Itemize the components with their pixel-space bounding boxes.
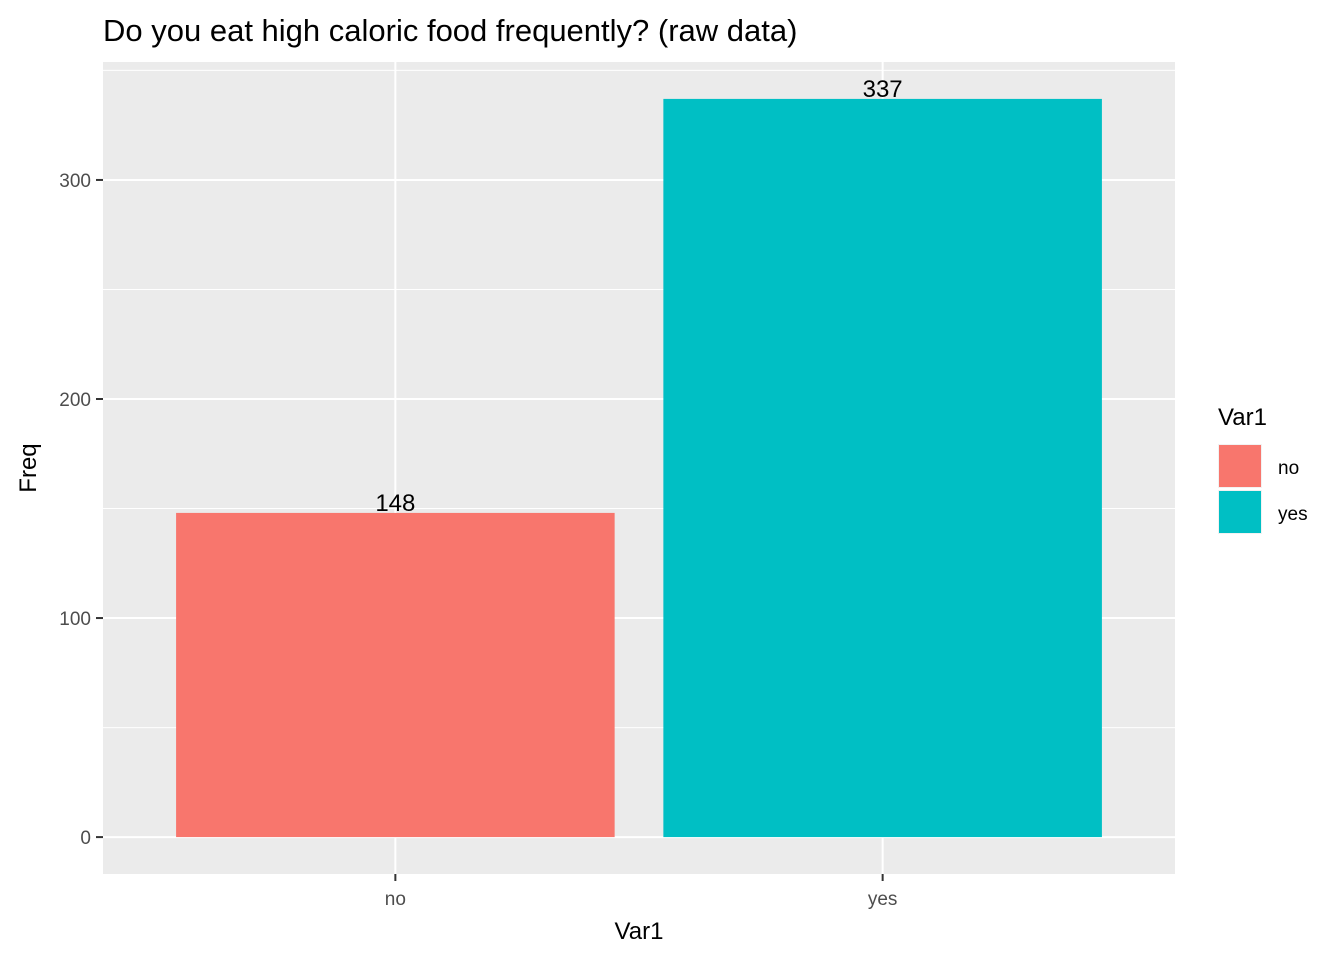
data-label-yes: 337 [863, 76, 903, 103]
chart-title: Do you eat high caloric food frequently?… [103, 13, 797, 48]
data-labels: 148 337 [375, 76, 902, 517]
legend-swatch-yes [1219, 491, 1261, 533]
y-tick-label: 0 [80, 828, 91, 849]
y-tick-label: 300 [59, 171, 91, 192]
y-tick-label: 200 [59, 390, 91, 411]
x-axis: no yes [385, 874, 898, 910]
x-tick-label: yes [868, 889, 898, 910]
x-axis-title: Var1 [615, 918, 664, 945]
y-tick-label: 100 [59, 609, 91, 630]
legend-label-no: no [1278, 458, 1299, 479]
legend-label-yes: yes [1278, 504, 1308, 525]
y-axis: 0 100 200 300 [59, 171, 103, 849]
bar-no [176, 512, 615, 838]
data-label-no: 148 [375, 490, 415, 517]
legend: Var1 no yes [1218, 404, 1308, 534]
x-tick-label: no [385, 889, 406, 910]
y-axis-title: Freq [15, 443, 42, 492]
legend-swatch-no [1219, 445, 1261, 487]
bar-yes [663, 98, 1102, 838]
bars [176, 98, 1102, 838]
legend-items: no yes [1218, 444, 1308, 534]
legend-title: Var1 [1218, 404, 1267, 431]
